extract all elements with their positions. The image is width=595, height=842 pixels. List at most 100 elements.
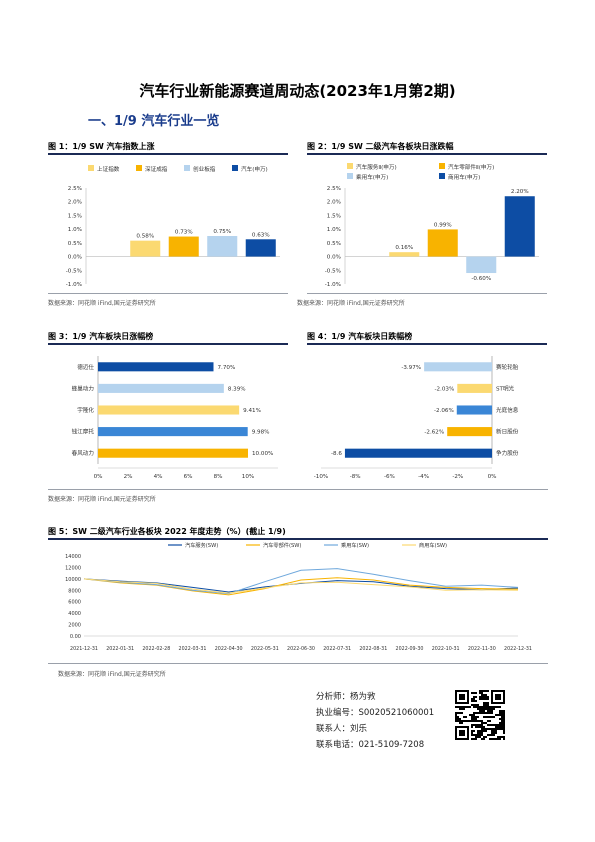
fig4-xtick-label: -8% — [350, 474, 361, 480]
qr-module — [457, 712, 459, 714]
fig5-xtick-label: 2022-03-31 — [179, 646, 207, 652]
fig5-xtick-label: 2022-07-31 — [323, 646, 351, 652]
fig4-xtick-label: -6% — [384, 474, 395, 480]
fig5-ytick-label: 0.00 — [70, 634, 81, 640]
fig4-rule — [307, 343, 547, 345]
qr-module — [483, 722, 485, 724]
qr-module — [489, 734, 491, 736]
qr-module — [481, 734, 483, 736]
qr-module — [499, 736, 501, 738]
qr-module — [469, 706, 471, 708]
fig2-bar — [466, 256, 497, 274]
qr-module — [487, 734, 489, 736]
fig2-ytick-label: 0.5% — [327, 241, 341, 247]
fig3-category-label: 春风动力 — [72, 449, 95, 457]
fig2-ytick-label: 1.5% — [327, 213, 341, 219]
qr-module — [465, 720, 467, 722]
qr-module — [471, 714, 473, 716]
qr-module — [485, 706, 487, 708]
qr-module — [481, 706, 483, 708]
qr-module — [481, 738, 483, 740]
qr-module — [485, 730, 487, 732]
qr-module — [499, 724, 501, 726]
qr-module — [471, 732, 473, 734]
fig3-xtick-label: 2% — [124, 474, 133, 480]
qr-module — [473, 706, 475, 708]
fig4-chart: 赛轮轮胎 -3.97% ST明光 -2.03% 光庭信息 -2.06% 新日股份 -2.62%… — [314, 356, 519, 480]
qr-module — [501, 736, 503, 738]
qr-module — [483, 716, 485, 718]
qr-module — [487, 712, 489, 714]
fig4-data-label: -2.62% — [424, 430, 444, 436]
qr-module — [481, 732, 483, 734]
analyst-cert: 执业编号：S0020521060001 — [316, 708, 435, 718]
qr-module — [487, 704, 489, 706]
qr-module — [487, 702, 489, 704]
qr-finder-core — [459, 694, 465, 700]
qr-module — [459, 706, 461, 708]
qr-module — [461, 722, 463, 724]
qr-module — [501, 718, 503, 720]
fig4-bar — [456, 405, 492, 415]
fig5-xtick-label: 2022-08-31 — [359, 646, 387, 652]
qr-module — [483, 706, 485, 708]
qr-module — [493, 728, 495, 730]
fig1-data-label: 0.75% — [213, 229, 231, 235]
qr-module — [501, 726, 503, 728]
fig5-xtick-label: 2022-02-28 — [142, 646, 170, 652]
fig5-bottom-rule — [48, 663, 548, 664]
fig4-xtick-label: -2% — [452, 474, 463, 480]
qr-module — [485, 696, 487, 698]
qr-module — [473, 724, 475, 726]
qr-module — [459, 718, 461, 720]
qr-module — [461, 712, 463, 714]
fig2-source: 数据来源：同花顺 iFind,国元证券研究所 — [297, 300, 405, 307]
qr-module — [501, 716, 503, 718]
qr-module — [485, 708, 487, 710]
qr-module — [473, 714, 475, 716]
qr-module — [455, 716, 457, 718]
qr-module — [489, 720, 491, 722]
qr-module — [485, 694, 487, 696]
fig1-rule — [48, 153, 288, 155]
qr-module — [471, 720, 473, 722]
fig2-legend-swatch — [347, 163, 353, 169]
qr-module — [481, 692, 483, 694]
fig5-series-line — [83, 568, 519, 595]
qr-module — [483, 710, 485, 712]
qr-module — [479, 720, 481, 722]
fig2-chart: 汽车服务Ⅱ(申万) 汽车零部件Ⅱ(申万) 乘用车(申万) 商用车(申万) 2.5% 2.0… — [325, 163, 539, 288]
analyst-name: 分析师：杨为敩 — [316, 692, 376, 702]
fig1-bar — [245, 239, 276, 257]
qr-module — [457, 706, 459, 708]
qr-module — [489, 716, 491, 718]
qr-module — [503, 736, 505, 738]
fig5-ytick-label: 10000 — [65, 577, 81, 583]
fig2-ytick-label: 1.0% — [327, 227, 341, 233]
qr-module — [495, 726, 497, 728]
qr-module — [479, 724, 481, 726]
qr-module — [459, 722, 461, 724]
qr-module — [475, 726, 477, 728]
qr-module — [477, 712, 479, 714]
fig2-legend-label: 汽车零部件Ⅱ(申万) — [448, 163, 494, 171]
fig4-category-label: 新日股份 — [496, 428, 519, 436]
fig5-ytick-label: 6000 — [68, 600, 81, 606]
qr-module — [465, 706, 467, 708]
qr-module — [473, 716, 475, 718]
fig2-bottom-rule — [307, 293, 547, 294]
qr-module — [503, 732, 505, 734]
qr-module — [483, 708, 485, 710]
analyst-contact: 联系人：刘乐 — [316, 724, 368, 734]
qr-module — [479, 708, 481, 710]
fig2-title: 图 2：1/9 SW 二级汽车各板块日涨跌幅 — [307, 142, 454, 151]
fig5-xtick-label: 2022-06-30 — [287, 646, 315, 652]
qr-module — [479, 734, 481, 736]
fig5-source: 数据来源：同花顺 iFind,国元证券研究所 — [58, 671, 166, 678]
qr-module — [477, 726, 479, 728]
qr-module — [503, 728, 505, 730]
fig3-title: 图 3：1/9 汽车板块日涨幅榜 — [48, 332, 154, 341]
qr-module — [471, 730, 473, 732]
qr-module — [473, 720, 475, 722]
qr-module — [491, 712, 493, 714]
